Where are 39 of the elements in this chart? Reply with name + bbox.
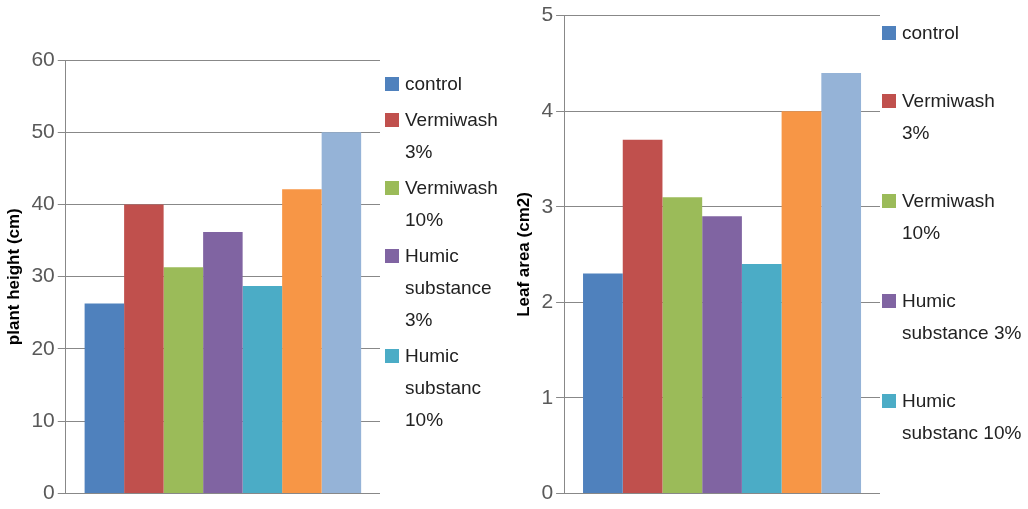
legend-label: Vermiwash 10% [902,189,996,245]
y-tick-label: 5 [541,2,554,26]
bar [203,231,243,493]
y-tick-label: 4 [541,97,554,121]
bar [622,139,663,493]
legend-label: Humic substanc 10% [902,389,1022,445]
y-tick-label: 30 [31,263,55,287]
bar [702,216,742,493]
y-tick-label: 60 [31,46,55,70]
bar [242,286,283,493]
legend-label: Humic substance 3% [405,244,493,332]
legend-label: Vermiwash 3% [902,89,996,145]
bar [821,72,862,493]
bar [583,273,623,493]
legend-label: Vermiwash 3% [405,108,499,164]
y-tick-label: 40 [31,191,55,215]
y-tick-label: 50 [31,119,55,143]
bar [84,303,125,493]
bar [321,132,362,493]
bar [662,197,703,493]
bar [163,267,204,493]
y-tick-label: 0 [43,480,55,504]
bar [781,111,822,493]
legend-label: Humic substanc 10% [405,344,483,432]
bar [741,264,782,493]
y-tick-label: 10 [31,407,55,431]
y-tick-label: 20 [31,335,55,359]
y-tick-label: 1 [541,384,554,408]
legend-label: control [902,21,960,45]
y-tick-label: 0 [541,480,554,504]
bar [124,204,164,493]
y-axis-title: Leaf area (cm2) [513,192,533,317]
y-axis-title: plant height (cm) [3,208,23,346]
legend-label: Humic substance 3% [902,289,1022,345]
y-tick-label: 3 [541,193,554,217]
legend-label: control [405,72,463,96]
legend-label: Vermiwash 10% [405,176,499,232]
y-tick-label: 2 [541,289,554,313]
bar [282,189,322,493]
